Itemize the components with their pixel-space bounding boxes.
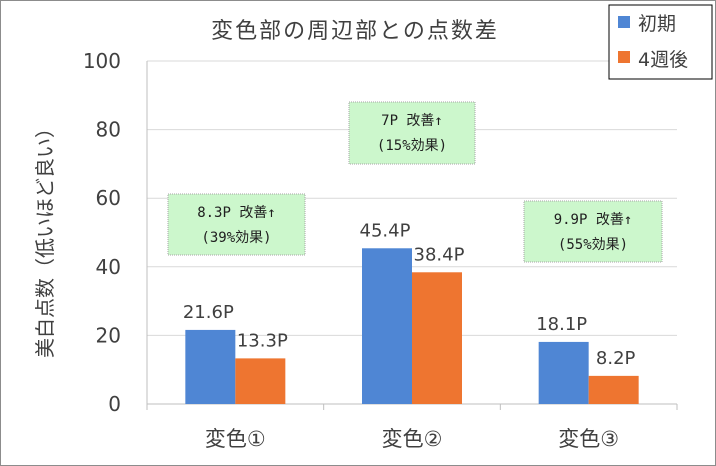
y-tick-label: 40	[96, 255, 121, 279]
category-labels: 変色① 変色② 変色③	[205, 427, 619, 451]
x-tick-label: 変色③	[558, 427, 619, 451]
legend-swatch-4weeks	[618, 51, 630, 63]
data-label: 38.4P	[414, 244, 465, 265]
annotation-box	[167, 193, 306, 256]
annotation-box	[348, 101, 476, 165]
annotation-improvement: 9.9P 改善↑	[554, 212, 633, 228]
annotations: 8.3P 改善↑ (39%効果) 7P 改善↑ (15%効果) 9.9P 改善↑ (55%…	[167, 101, 663, 263]
bar-4weeks	[588, 375, 639, 404]
legend-label-initial: 初期	[638, 13, 676, 35]
bar-4weeks	[235, 358, 286, 404]
data-label: 8.2P	[596, 348, 636, 369]
y-axis-label: 美白点数（低いほど良い）	[33, 118, 57, 358]
annotation-effect: (55%効果)	[558, 237, 628, 253]
bar-4weeks	[412, 272, 462, 404]
y-tick-labels: 0 20 40 60 80 100	[83, 49, 121, 416]
data-labels: 21.6P 45.4P 18.1P 13.3P 38.4P 8.2P	[183, 220, 636, 369]
x-tick-label: 変色①	[205, 427, 266, 451]
y-tick-label: 80	[96, 118, 121, 142]
data-label: 45.4P	[360, 220, 411, 241]
y-tick-label: 20	[96, 323, 121, 347]
legend-label-4weeks: 4週後	[638, 49, 688, 71]
data-label: 21.6P	[183, 302, 234, 323]
annotation-improvement: 7P 改善↑	[381, 113, 443, 129]
data-label: 13.3P	[237, 330, 288, 351]
legend-swatch-initial	[618, 16, 630, 28]
data-label: 18.1P	[536, 314, 587, 335]
y-tick-label: 0	[108, 392, 121, 416]
y-tick-label: 100	[83, 49, 121, 73]
bar-initial	[538, 341, 589, 404]
x-tick-label: 変色②	[382, 427, 443, 451]
annotation-box	[523, 200, 663, 263]
bar-initial	[362, 248, 412, 404]
bars	[185, 248, 639, 404]
legend: 初期 4週後	[608, 4, 713, 80]
bar-initial	[185, 329, 236, 404]
annotation-effect: (15%効果)	[377, 138, 447, 154]
chart-title: 変色部の周辺部との点数差	[211, 19, 499, 44]
annotation-effect: (39%効果)	[201, 230, 271, 246]
y-tick-label: 60	[96, 186, 121, 210]
annotation-improvement: 8.3P 改善↑	[197, 205, 276, 221]
